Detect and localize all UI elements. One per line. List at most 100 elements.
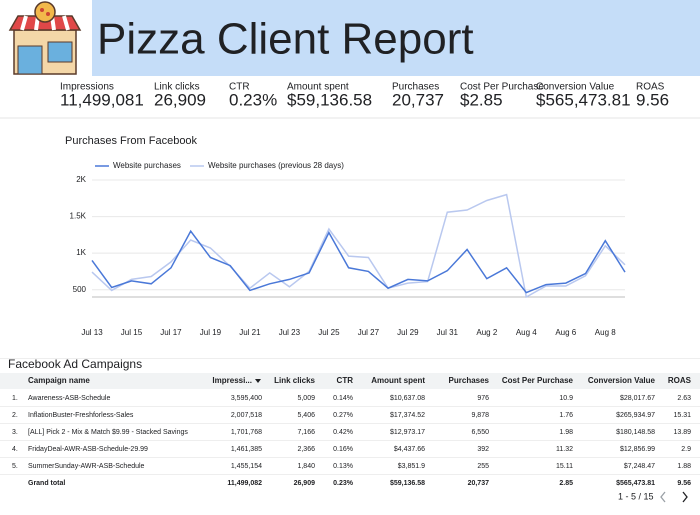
table-header-bg xyxy=(0,373,700,389)
x-tick-label: Jul 15 xyxy=(121,328,143,337)
total-cell: 0.23% xyxy=(333,480,354,487)
table-cell: 10.9 xyxy=(559,395,573,402)
total-cell: 9.56 xyxy=(677,480,691,487)
table-cell: $28,017.67 xyxy=(620,395,655,402)
table-cell: 3,595,400 xyxy=(231,395,262,402)
table-cell: 1,461,385 xyxy=(231,446,262,453)
table-cell: 5,406 xyxy=(297,412,315,419)
y-tick-label: 2K xyxy=(76,175,86,184)
table-cell: 255 xyxy=(477,463,489,470)
table-cell: [ALL] Pick 2 - Mix & Match $9.99 - Stack… xyxy=(28,429,188,436)
table-cell: 0.27% xyxy=(333,412,353,419)
x-tick-label: Jul 19 xyxy=(200,328,222,337)
row-number: 2. xyxy=(12,412,18,419)
table-cell: $10,637.08 xyxy=(390,395,425,402)
table-cell: SummerSunday-AWR-ASB-Schedule xyxy=(28,463,145,470)
x-tick-label: Jul 21 xyxy=(239,328,261,337)
kpi-label: ROAS xyxy=(636,82,665,93)
kpi-value: 26,909 xyxy=(154,90,206,109)
next-page[interactable] xyxy=(682,491,688,503)
sort-arrow xyxy=(255,379,261,383)
table-cell: 15.31 xyxy=(673,412,691,419)
kpi-value: 20,737 xyxy=(392,90,444,109)
table-cell: 392 xyxy=(477,446,489,453)
table-cell: $7,248.47 xyxy=(624,463,655,470)
x-tick-label: Aug 2 xyxy=(476,328,497,337)
table-cell: $180,148.58 xyxy=(616,429,655,436)
legend-label: Website purchases xyxy=(113,161,181,170)
column-header: Conversion Value xyxy=(588,376,656,385)
kpi-label: Link clicks xyxy=(154,82,200,93)
total-cell: $59,136.58 xyxy=(390,480,425,487)
y-tick-label: 1.5K xyxy=(70,212,87,221)
column-header: Campaign name xyxy=(28,376,90,385)
total-cell: 11,499,082 xyxy=(227,480,262,487)
column-header: ROAS xyxy=(668,376,692,385)
table-cell: $4,437.66 xyxy=(394,446,425,453)
table-cell: $12,973.17 xyxy=(390,429,425,436)
x-tick-label: Aug 4 xyxy=(516,328,537,337)
kpi-label: Amount spent xyxy=(287,82,349,93)
total-cell: $565,473.81 xyxy=(616,480,655,487)
kpi-label: CTR xyxy=(229,82,250,93)
x-tick-label: Aug 6 xyxy=(555,328,576,337)
series-line xyxy=(91,229,626,294)
column-header: CTR xyxy=(337,376,354,385)
x-tick-label: Jul 23 xyxy=(279,328,301,337)
row-number: 1. xyxy=(12,395,18,402)
table-cell: 1,840 xyxy=(297,463,315,470)
table-title: Facebook Ad Campaigns xyxy=(8,357,142,371)
table-cell: 0.13% xyxy=(333,463,353,470)
x-tick-label: Jul 31 xyxy=(437,328,459,337)
table-cell: 15.11 xyxy=(556,463,573,470)
table-cell: 2,007,518 xyxy=(231,412,262,419)
kpi-value: 9.56 xyxy=(636,90,669,109)
row-number: 4. xyxy=(12,446,18,453)
kpi-value: $2.85 xyxy=(460,90,503,109)
total-cell: 26,909 xyxy=(294,480,316,487)
x-tick-label: Jul 29 xyxy=(397,328,419,337)
table-cell: 5,009 xyxy=(297,395,315,402)
table-cell: FridayDeal-AWR-ASB-Schedule-29.99 xyxy=(28,446,148,453)
table-cell: 1,701,768 xyxy=(231,429,262,436)
table-cell: 0.42% xyxy=(333,429,353,436)
total-cell: 20,737 xyxy=(468,480,490,487)
table-cell: 1.88 xyxy=(677,463,691,470)
kpi-label: Cost Per Purchase xyxy=(460,82,544,93)
y-tick-label: 500 xyxy=(73,285,87,294)
prev-page[interactable] xyxy=(660,491,666,503)
column-header: Impressi... xyxy=(212,376,252,385)
table-cell: 11.32 xyxy=(556,446,573,453)
table-cell: 2.9 xyxy=(681,446,691,453)
table-cell: 1.76 xyxy=(559,412,573,419)
table-cell: 1,455,154 xyxy=(231,463,262,470)
x-tick-label: Jul 17 xyxy=(160,328,182,337)
table-cell: $12,856.99 xyxy=(620,446,655,453)
pizza-shop-icon xyxy=(8,1,82,75)
column-header: Amount spent xyxy=(371,376,425,385)
y-tick-label: 1K xyxy=(76,248,86,257)
column-header: Purchases xyxy=(449,376,490,385)
kpi-label: Impressions xyxy=(60,82,114,93)
table-cell: 2,366 xyxy=(297,446,315,453)
x-tick-label: Jul 27 xyxy=(358,328,380,337)
table-cell: 0.16% xyxy=(333,446,353,453)
row-number: 3. xyxy=(12,429,18,436)
table-cell: 7,166 xyxy=(297,429,315,436)
table-cell: InflationBuster-Freshforless-Sales xyxy=(28,412,134,419)
x-tick-label: Aug 8 xyxy=(595,328,616,337)
kpi-label: Conversion Value xyxy=(536,82,615,93)
row-number: 5. xyxy=(12,463,18,470)
kpi-label: Purchases xyxy=(392,82,439,93)
column-header: Cost Per Purchase xyxy=(502,376,574,385)
legend-label: Website purchases (previous 28 days) xyxy=(208,161,344,170)
pagination: 1 - 5 / 15 xyxy=(618,491,654,501)
total-cell: 2.85 xyxy=(559,480,573,487)
table-cell: 2.63 xyxy=(677,395,691,402)
header-bar xyxy=(92,0,700,76)
divider xyxy=(0,358,700,359)
x-tick-label: Jul 13 xyxy=(81,328,103,337)
report-title: Pizza Client Report xyxy=(97,15,474,64)
chart-title: Purchases From Facebook xyxy=(65,135,198,147)
